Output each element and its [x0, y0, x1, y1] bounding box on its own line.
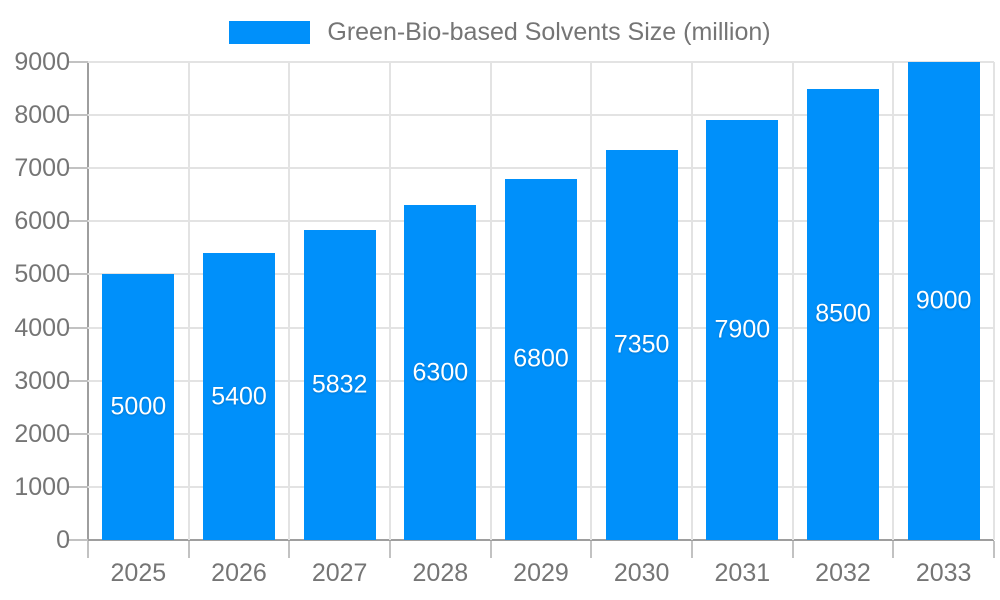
- bar-value-label: 7900: [714, 315, 771, 344]
- y-axis-tick-label: 9000: [14, 48, 70, 76]
- bar[interactable]: 5000: [102, 274, 175, 540]
- x-axis-tick: [892, 541, 895, 558]
- x-axis-tick: [489, 541, 492, 558]
- bar-value-label: 9000: [915, 286, 972, 315]
- x-axis-tick: [389, 541, 391, 558]
- y-axis-tick: [68, 273, 88, 276]
- gridline-vertical: [791, 62, 794, 540]
- y-axis-tick-label: 3000: [14, 366, 70, 395]
- y-axis-tick: [68, 432, 88, 435]
- x-axis-tick: [691, 541, 693, 558]
- y-axis-tick-label: 8000: [14, 101, 70, 130]
- bar[interactable]: 8500: [807, 88, 879, 540]
- x-axis-tick-label: 2030: [613, 559, 670, 587]
- bar[interactable]: 5400: [203, 253, 275, 540]
- bar-value-label: 8500: [815, 299, 871, 328]
- y-axis-tick-label: 4000: [14, 313, 70, 342]
- x-axis-tick-label: 2028: [412, 559, 469, 587]
- bar-value-label: 6800: [513, 344, 569, 373]
- x-axis-tick-label: 2026: [211, 559, 267, 587]
- x-axis-tick-label: 2031: [714, 559, 771, 587]
- x-axis-tick-label: 2029: [513, 559, 569, 587]
- bar-value-label: 7350: [613, 330, 670, 359]
- x-axis-tick: [590, 541, 593, 558]
- bar-value-label: 6300: [412, 358, 469, 387]
- x-axis-tick-label: 2025: [110, 559, 167, 587]
- x-axis-tick: [187, 541, 190, 558]
- gridline-vertical: [590, 62, 593, 540]
- y-axis-tick-label: 5000: [14, 260, 70, 289]
- bar-value-label: 5400: [211, 382, 267, 411]
- y-axis-tick: [68, 379, 88, 382]
- y-axis-tick-label: 1000: [14, 472, 70, 501]
- x-axis-line: [88, 539, 994, 541]
- gridline-vertical: [489, 62, 492, 540]
- bar[interactable]: 6800: [505, 178, 577, 540]
- x-axis-tick-label: 2032: [815, 559, 871, 587]
- bar[interactable]: 9000: [907, 62, 980, 540]
- y-axis-tick-label: 6000: [14, 207, 70, 236]
- plot-area: 5000 5400 5832 6300 6800 7350 7900 8500 9000: [68, 61, 995, 558]
- y-axis-tick: [68, 167, 88, 170]
- bar[interactable]: 6300: [404, 205, 477, 540]
- bar-value-label: 5000: [110, 392, 167, 421]
- legend-item[interactable]: Green-Bio-based Solvents Size (million): [0, 18, 1000, 46]
- x-axis-tick-label: 2027: [311, 559, 368, 587]
- gridline-vertical: [187, 62, 190, 540]
- bar-value-label: 5832: [311, 370, 368, 399]
- x-axis-tick: [791, 541, 794, 558]
- bar[interactable]: 5832: [303, 230, 376, 540]
- y-axis-tick-label: 7000: [14, 154, 70, 183]
- y-axis-tick: [68, 114, 88, 117]
- y-axis-tick: [68, 220, 88, 223]
- x-axis-tick: [993, 541, 995, 558]
- gridline-horizontal: [88, 167, 994, 170]
- y-axis-tick: [68, 326, 88, 329]
- bar[interactable]: 7900: [706, 120, 779, 540]
- y-axis-tick: [68, 485, 88, 488]
- gridline-vertical: [389, 62, 391, 540]
- y-axis-line: [87, 62, 89, 540]
- x-axis-tick: [288, 541, 291, 558]
- x-axis-tick: [87, 541, 89, 558]
- gridline-vertical: [288, 62, 291, 540]
- y-axis-tick-label: 0: [56, 526, 70, 554]
- gridline-horizontal: [88, 61, 994, 63]
- x-axis-tick-label: 2033: [915, 559, 972, 587]
- y-axis-tick-label: 2000: [14, 419, 70, 448]
- y-axis-tick: [68, 539, 88, 541]
- legend-label: Green-Bio-based Solvents Size (million): [327, 18, 771, 46]
- gridline-horizontal: [88, 114, 994, 117]
- gridline-vertical: [892, 62, 895, 540]
- bar[interactable]: 7350: [605, 149, 678, 540]
- legend-swatch: [229, 20, 311, 44]
- y-axis-tick: [68, 61, 88, 63]
- gridline-vertical: [691, 62, 693, 540]
- gridline-vertical: [993, 62, 995, 540]
